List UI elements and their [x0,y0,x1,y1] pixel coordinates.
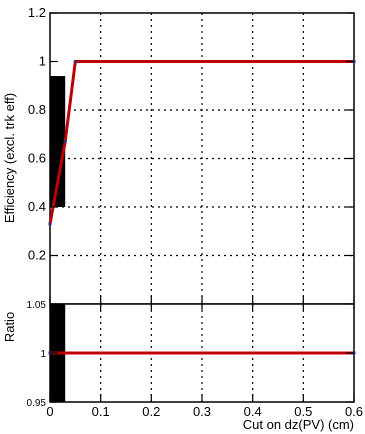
x-tick-label: 0.5 [294,404,312,419]
x-tick-label: 0.2 [142,404,160,419]
y-tick-label: 0.2 [28,248,46,263]
x-tick-label: 0 [46,404,53,419]
bottom-series [48,351,356,355]
top-panel: 0.2 0.4 0.6 0.8 1 1.2 Efficiency (excl. trk e… [2,5,356,305]
y-tick-label: 0.4 [28,199,46,214]
y-tick-label: 1 [39,54,46,69]
bottom-y-axis-title: Ratio [2,312,17,342]
x-tick-label: 0.6 [345,404,363,419]
x-axis-title: Cut on dz(PV) (cm) [243,417,354,432]
x-tick-label: 0.3 [193,404,211,419]
x-tick-label: 0.1 [92,404,110,419]
y-tick-label: 0.95 [27,398,47,409]
error-band-bar [50,76,66,207]
top-error-band [50,76,66,207]
top-y-axis-title: Efficiency (excl. trk eff) [2,93,17,223]
x-tick-label: 0.4 [244,404,262,419]
series-line [48,60,354,225]
y-tick-label: 1.05 [27,300,47,311]
y-tick-label: 0.8 [28,102,46,117]
bottom-panel: 0.95 1 1.05 0 0.1 0.2 0.3 0.4 0.5 0.6 Ratio Cut … [2,296,363,432]
series-point [48,222,52,226]
y-tick-label: 1.2 [28,5,46,20]
top-y-ticks: 0.2 0.4 0.6 0.8 1 1.2 [28,5,354,263]
series-point [63,140,67,144]
x-ticks: 0 0.1 0.2 0.3 0.4 0.5 0.6 [46,296,363,419]
series-point [73,60,77,63]
y-tick-label: 0.6 [28,151,46,166]
bottom-y-ticks: 0.95 1 1.05 [27,300,354,409]
y-tick-label: 1 [40,349,46,360]
